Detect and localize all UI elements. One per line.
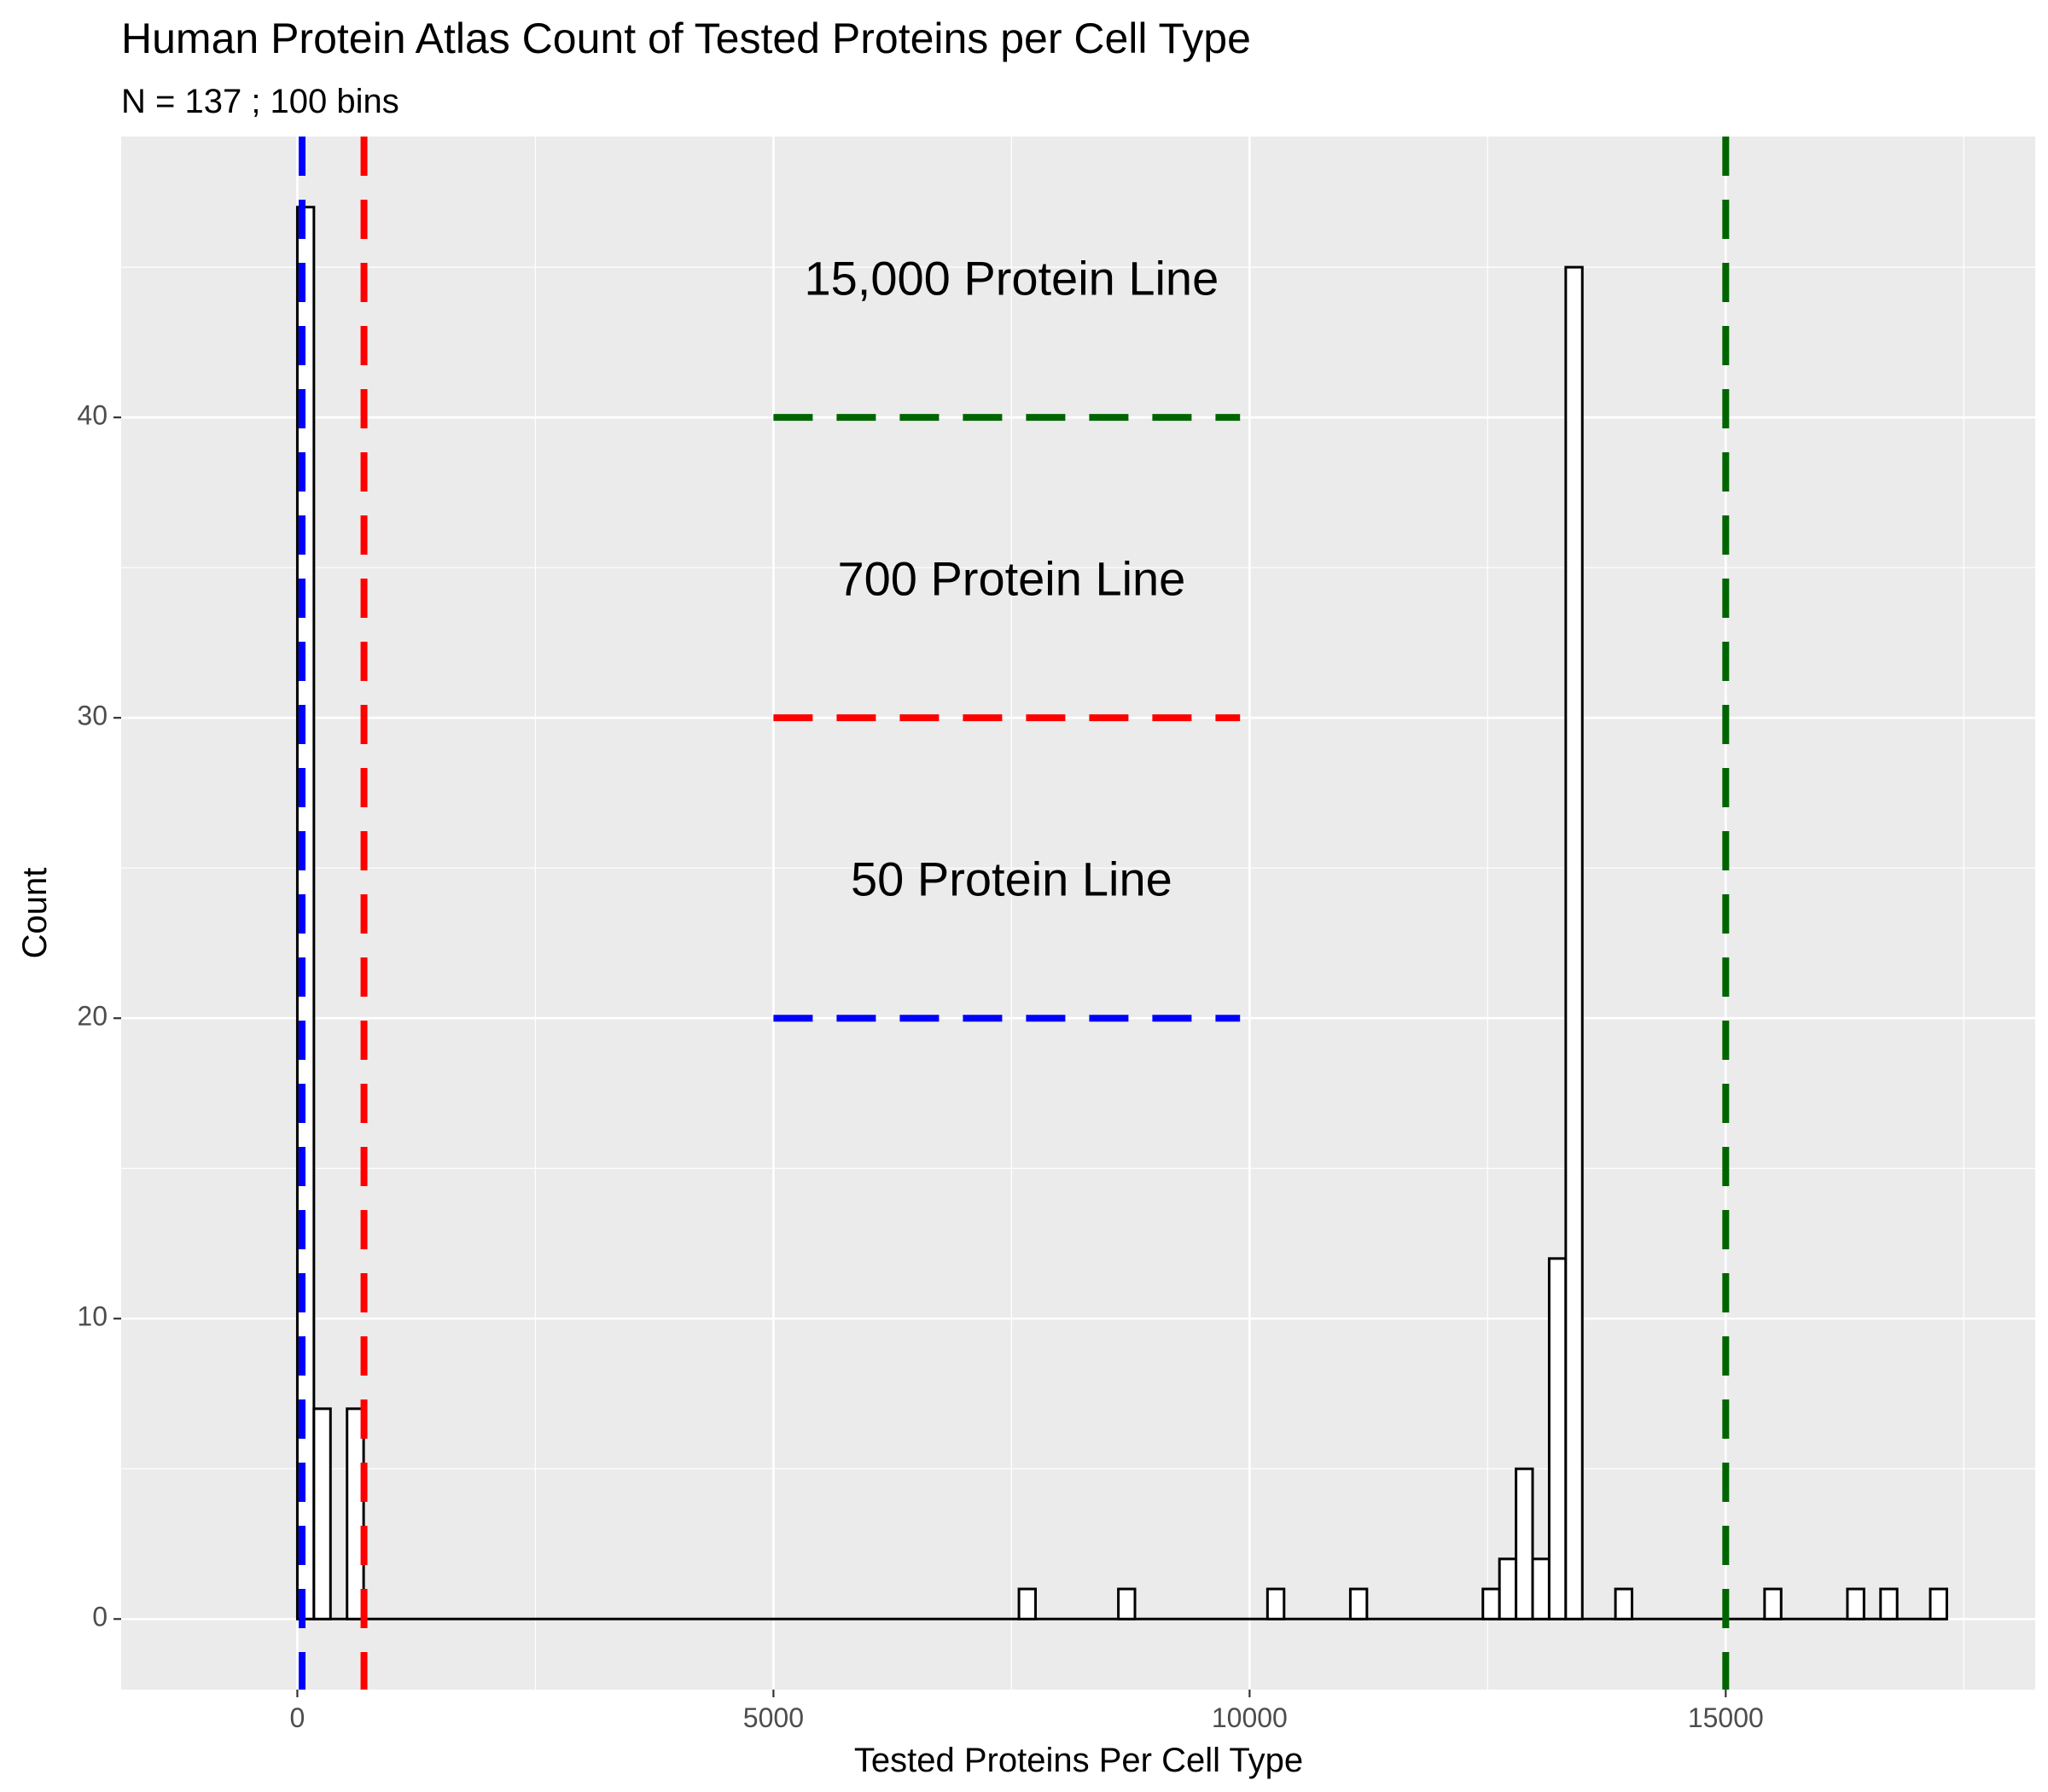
- annotations: 15,000 Protein Line 700 Protein Line 50 Pr…: [805, 252, 1219, 906]
- y-tick-label: 10: [77, 1301, 108, 1332]
- histogram-bar: [1614, 1587, 1634, 1620]
- y-tick-label: 40: [77, 400, 108, 431]
- histogram-bar: [1498, 1557, 1518, 1620]
- histogram-bars: [295, 206, 1948, 1620]
- histogram-bar: [1531, 1557, 1551, 1620]
- histogram-bar: [312, 1407, 332, 1620]
- y-tick-label: 30: [77, 701, 108, 731]
- annotation-label: 15,000 Protein Line: [805, 252, 1219, 305]
- x-axis-title: Tested Proteins Per Cell Type: [854, 1742, 1303, 1779]
- histogram-bar: [1929, 1587, 1948, 1620]
- histogram-bar: [1846, 1587, 1865, 1620]
- histogram-bar: [295, 206, 316, 1620]
- histogram-bar: [1481, 1587, 1501, 1620]
- histogram-bar: [1515, 1467, 1534, 1620]
- histogram-bar: [1117, 1587, 1137, 1620]
- y-tick-label: 0: [92, 1602, 108, 1632]
- plot-panel: [121, 137, 2035, 1690]
- histogram-bar: [1564, 265, 1584, 1620]
- reference-lines: [299, 137, 1730, 1690]
- x-tick-label: 15000: [1688, 1702, 1764, 1733]
- chart-subtitle: N = 137 ; 100 bins: [121, 83, 399, 120]
- x-tick-label: 0: [290, 1702, 305, 1733]
- chart-title: Human Protein Atlas Count of Tested Prot…: [121, 15, 1251, 62]
- histogram-bar: [1348, 1587, 1369, 1620]
- histogram-bar: [1265, 1587, 1286, 1620]
- axes: 0 5000 10000 15000 0 10 20 30 40: [77, 400, 1763, 1733]
- histogram-bar: [1547, 1257, 1568, 1620]
- annotation-label: 700 Protein Line: [837, 552, 1185, 606]
- histogram-bar: [1879, 1587, 1899, 1620]
- y-tick-label: 20: [77, 1001, 108, 1032]
- x-tick-label: 5000: [743, 1702, 804, 1733]
- x-tick-label: 10000: [1212, 1702, 1288, 1733]
- y-axis-title: Count: [16, 868, 54, 959]
- histogram-bar: [1017, 1587, 1038, 1620]
- histogram-bar: [346, 1407, 365, 1620]
- annotation-label: 50 Protein Line: [851, 852, 1172, 906]
- histogram-bar: [1763, 1587, 1783, 1620]
